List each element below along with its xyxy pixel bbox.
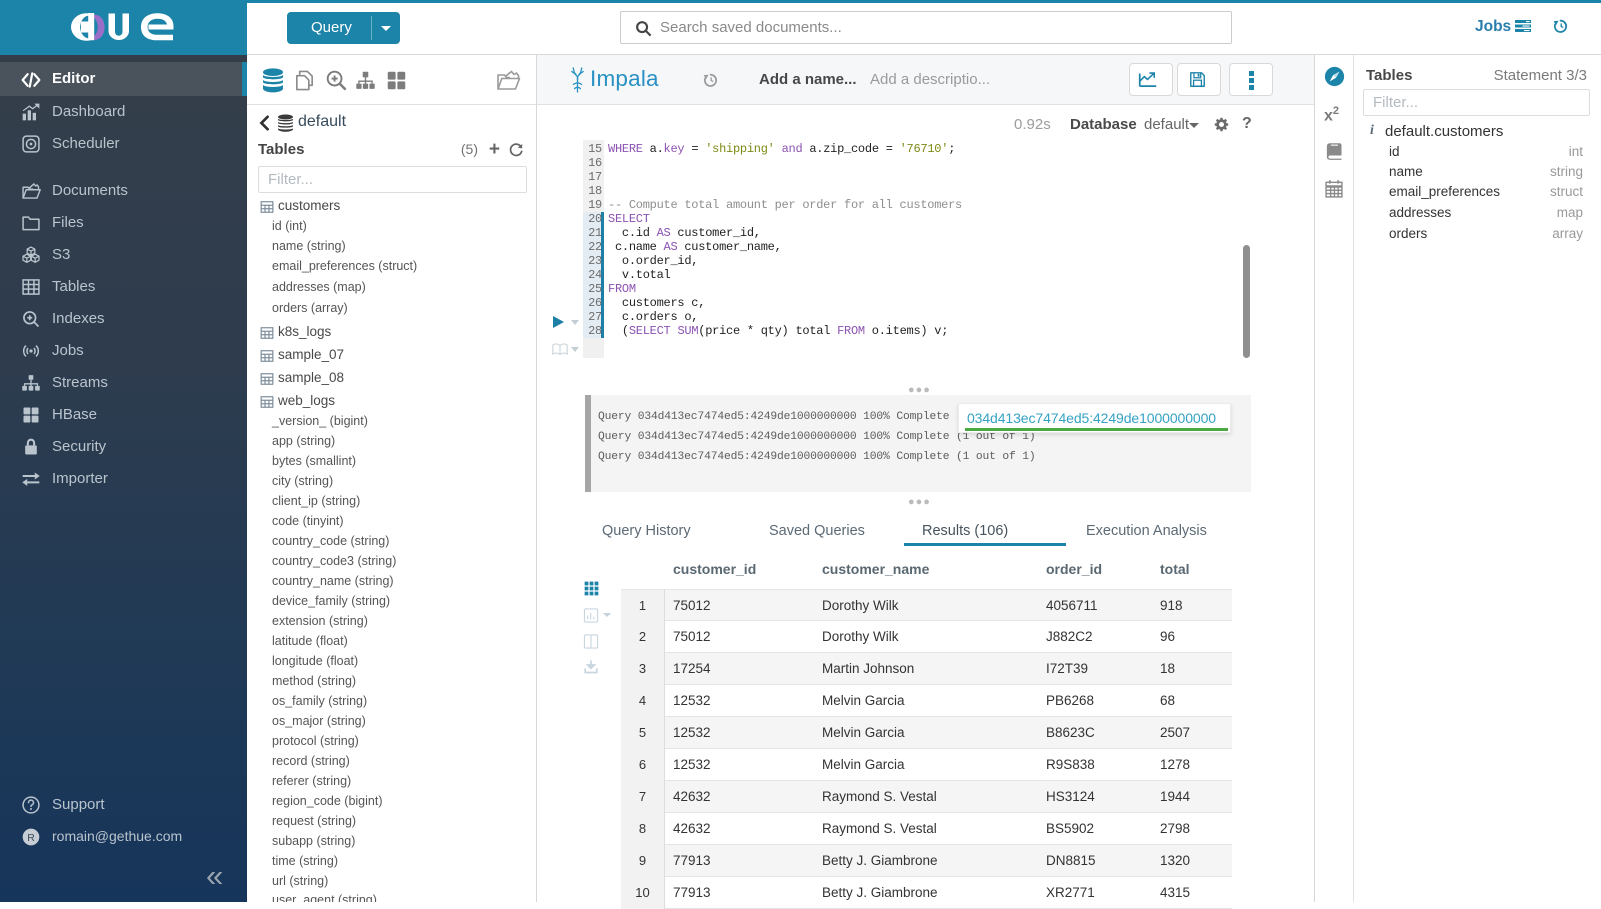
svg-text:R: R [27, 832, 35, 843]
